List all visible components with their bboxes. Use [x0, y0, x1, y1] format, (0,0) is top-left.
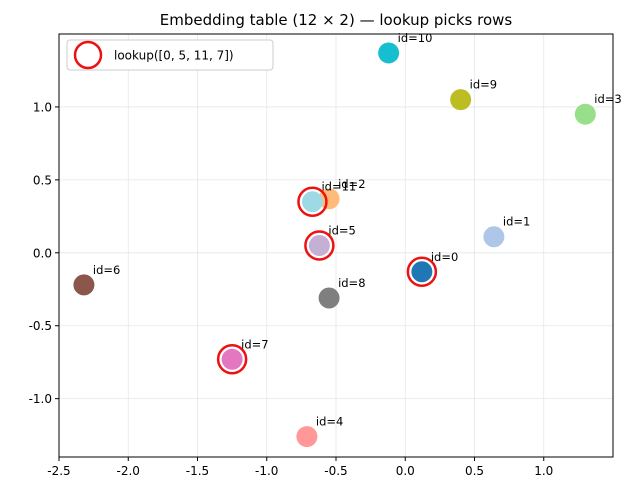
axis-ticks: -2.5 -2.0 -1.5 -1.0 -0.5 0.0 0.5 1.0 -1.0 -0.5 0.0… — [29, 100, 554, 478]
lookup-ring-id-11 — [297, 186, 328, 217]
lookup-highlight-rings — [216, 186, 438, 375]
y-tick-label: -1.0 — [29, 392, 52, 406]
y-tick-label: 0.5 — [33, 173, 52, 187]
y-tick-label: 0.0 — [33, 246, 52, 260]
chart-title: Embedding table (12 × 2) — lookup picks … — [160, 11, 513, 29]
point-label: id=9 — [470, 78, 497, 92]
x-tick-label: -0.5 — [324, 464, 347, 478]
data-point-id-10 — [378, 42, 400, 64]
x-tick-label: 0.5 — [465, 464, 484, 478]
data-point-id-8 — [318, 287, 340, 309]
lookup-ring-id-0 — [406, 256, 438, 288]
point-label: id=5 — [328, 224, 355, 238]
legend-box — [66, 39, 274, 71]
data-point-id-11 — [301, 191, 323, 213]
x-tick-label: 0.0 — [396, 464, 415, 478]
legend: lookup([0, 5, 11, 7]) — [66, 39, 274, 71]
x-tick-label: -1.5 — [186, 464, 209, 478]
x-tick-label: -2.5 — [47, 464, 70, 478]
point-label: id=3 — [594, 92, 621, 106]
point-labels: id=0 id=1 id=2 id=3 id=4 id=5 id=6 id=7 id=8 id=9… — [93, 31, 622, 429]
y-tick-label: -0.5 — [29, 319, 52, 333]
data-point-id-6 — [73, 274, 95, 296]
point-label: id=10 — [398, 31, 433, 45]
plot-frame — [58, 33, 614, 458]
data-point-id-3 — [574, 103, 596, 125]
data-points — [73, 42, 596, 448]
point-label: id=11 — [321, 180, 356, 194]
point-label: id=8 — [338, 276, 365, 290]
x-tick-label: -1.0 — [255, 464, 278, 478]
data-point-id-9 — [450, 89, 472, 111]
lookup-ring-id-5 — [304, 230, 335, 261]
data-point-id-4 — [296, 426, 318, 448]
y-tick-label: 1.0 — [33, 100, 52, 114]
grid-lines — [58, 34, 613, 457]
data-point-id-7 — [221, 348, 243, 370]
lookup-ring-id-7 — [216, 344, 248, 375]
point-label: id=2 — [338, 177, 365, 191]
point-label: id=6 — [93, 263, 120, 277]
data-point-id-0 — [411, 261, 433, 283]
data-point-id-5 — [308, 235, 330, 256]
legend-ring-marker — [73, 40, 103, 70]
point-label: id=7 — [241, 337, 268, 351]
point-label: id=4 — [316, 415, 343, 429]
legend-label: lookup([0, 5, 11, 7]) — [114, 49, 234, 63]
point-label: id=0 — [431, 250, 458, 264]
x-tick-label: 1.0 — [534, 464, 553, 478]
data-point-id-1 — [483, 226, 505, 248]
x-tick-label: -2.0 — [117, 464, 140, 478]
point-label: id=1 — [503, 215, 530, 229]
